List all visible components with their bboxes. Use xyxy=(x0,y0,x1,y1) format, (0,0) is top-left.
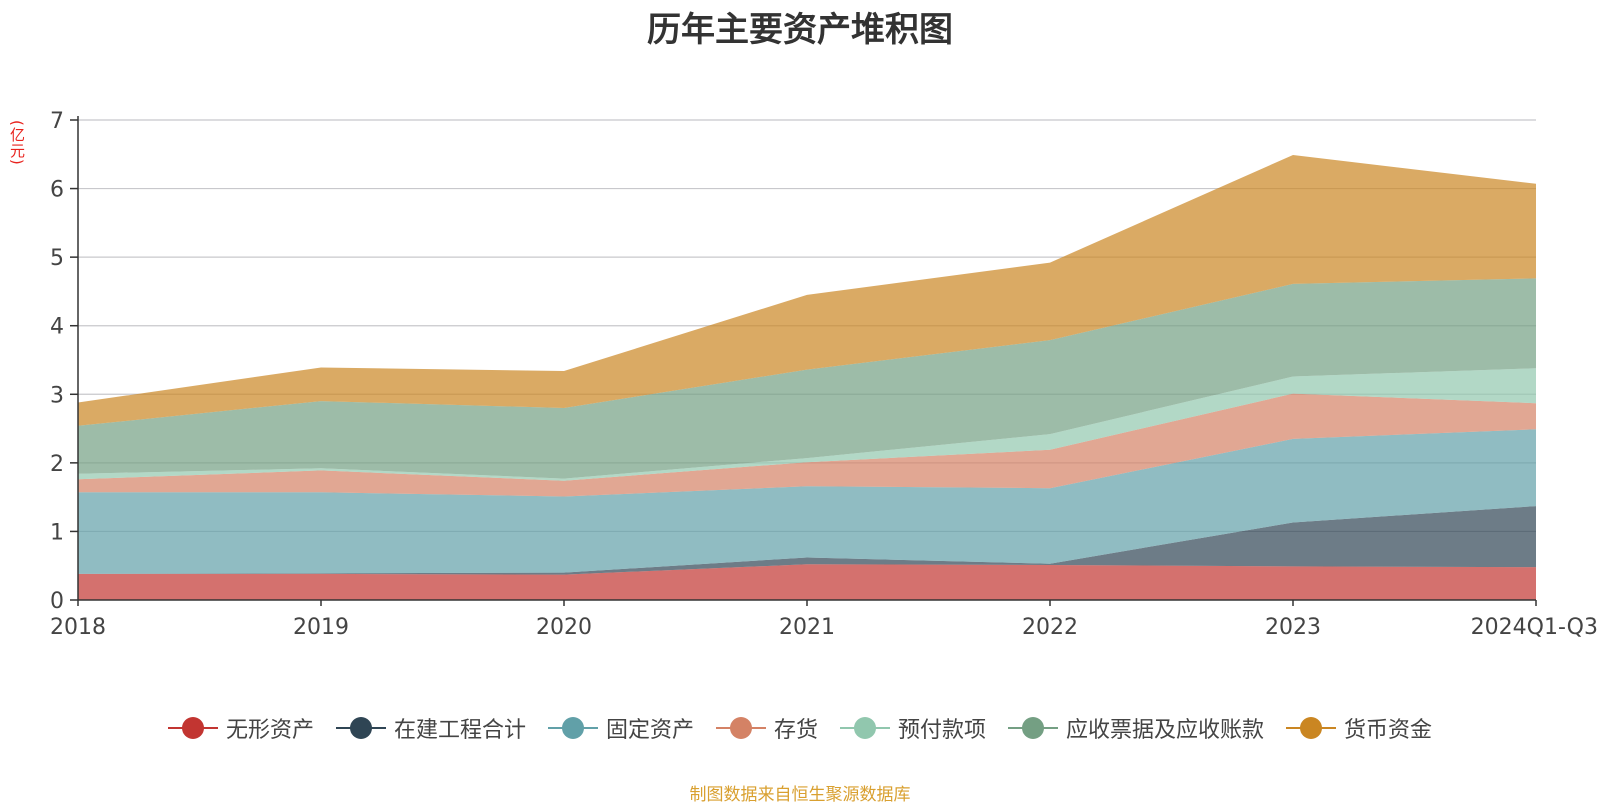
legend-marker-icon xyxy=(547,716,598,740)
x-tick-label: 2020 xyxy=(536,615,592,640)
legend-dot xyxy=(561,717,584,739)
y-tick-label: 5 xyxy=(50,246,64,271)
legend-dot xyxy=(854,717,876,739)
legend-marker-icon xyxy=(335,716,386,740)
legend-marker-icon xyxy=(1286,716,1337,740)
legend-dot xyxy=(181,717,204,739)
area-series xyxy=(78,393,1536,497)
legend-item[interactable]: 应收票据及应收账款 xyxy=(1008,712,1264,744)
x-tick-label: 2018 xyxy=(50,615,106,640)
legend-item[interactable]: 无形资产 xyxy=(167,712,314,744)
x-tick-label: 2024Q1-Q3 xyxy=(1471,615,1598,640)
area-series xyxy=(78,155,1536,426)
legend-item[interactable]: 存货 xyxy=(715,712,818,744)
stacked-areas xyxy=(78,155,1536,600)
y-tick-label: 0 xyxy=(50,589,64,614)
legend-item[interactable]: 货币资金 xyxy=(1286,712,1432,744)
x-tick-label: 2022 xyxy=(1022,615,1078,640)
legend-label: 无形资产 xyxy=(225,718,314,743)
legend-label: 存货 xyxy=(773,718,818,743)
legend-marker-icon xyxy=(167,716,218,740)
y-tick-label: 7 xyxy=(50,109,64,134)
area-series xyxy=(78,564,1536,600)
legend-marker-icon xyxy=(1008,716,1059,740)
area-series xyxy=(78,278,1536,479)
y-tick-label: 2 xyxy=(50,452,64,477)
legend-label: 在建工程合计 xyxy=(393,718,526,743)
legend-item[interactable]: 在建工程合计 xyxy=(335,712,526,744)
chart-title: 历年主要资产堆积图 xyxy=(647,10,953,50)
x-tick-label: 2021 xyxy=(779,615,835,640)
legend-label: 应收票据及应收账款 xyxy=(1066,718,1265,743)
legend-item[interactable]: 预付款项 xyxy=(840,712,986,744)
y-tick-label: 6 xyxy=(50,178,64,203)
legend-label: 固定资产 xyxy=(605,718,694,743)
legend-dot xyxy=(1022,717,1045,739)
x-tick-label: 2023 xyxy=(1265,615,1321,640)
area-series xyxy=(78,368,1536,481)
source-note: 制图数据来自恒生聚源数据库 xyxy=(689,785,911,805)
legend-label: 货币资金 xyxy=(1344,718,1433,743)
legend-label: 预付款项 xyxy=(898,718,987,743)
area-series xyxy=(78,429,1536,574)
x-tick-label: 2019 xyxy=(293,615,349,640)
area-series xyxy=(78,506,1536,575)
legend-marker-icon xyxy=(840,716,890,740)
legend-dot xyxy=(729,717,752,739)
legend-dot xyxy=(349,717,372,739)
legend-item[interactable]: 固定资产 xyxy=(547,712,694,744)
y-tick-label: 3 xyxy=(50,383,64,408)
axes: 0 1 2 3 4 5 6 7 2018 2019 2020 2021 2022 2023 2024Q1-Q… xyxy=(50,109,1598,640)
legend-dot xyxy=(1300,717,1323,739)
y-tick-label: 4 xyxy=(50,315,64,340)
legend: 无形资产 在建工程合计 固定资产 存货 预付款项 应收票据及应收账款 货币资金 xyxy=(0,712,1600,744)
y-tick-label: 1 xyxy=(50,520,64,545)
y-axis-unit: (亿元) xyxy=(8,120,26,166)
legend-marker-icon xyxy=(715,716,766,740)
